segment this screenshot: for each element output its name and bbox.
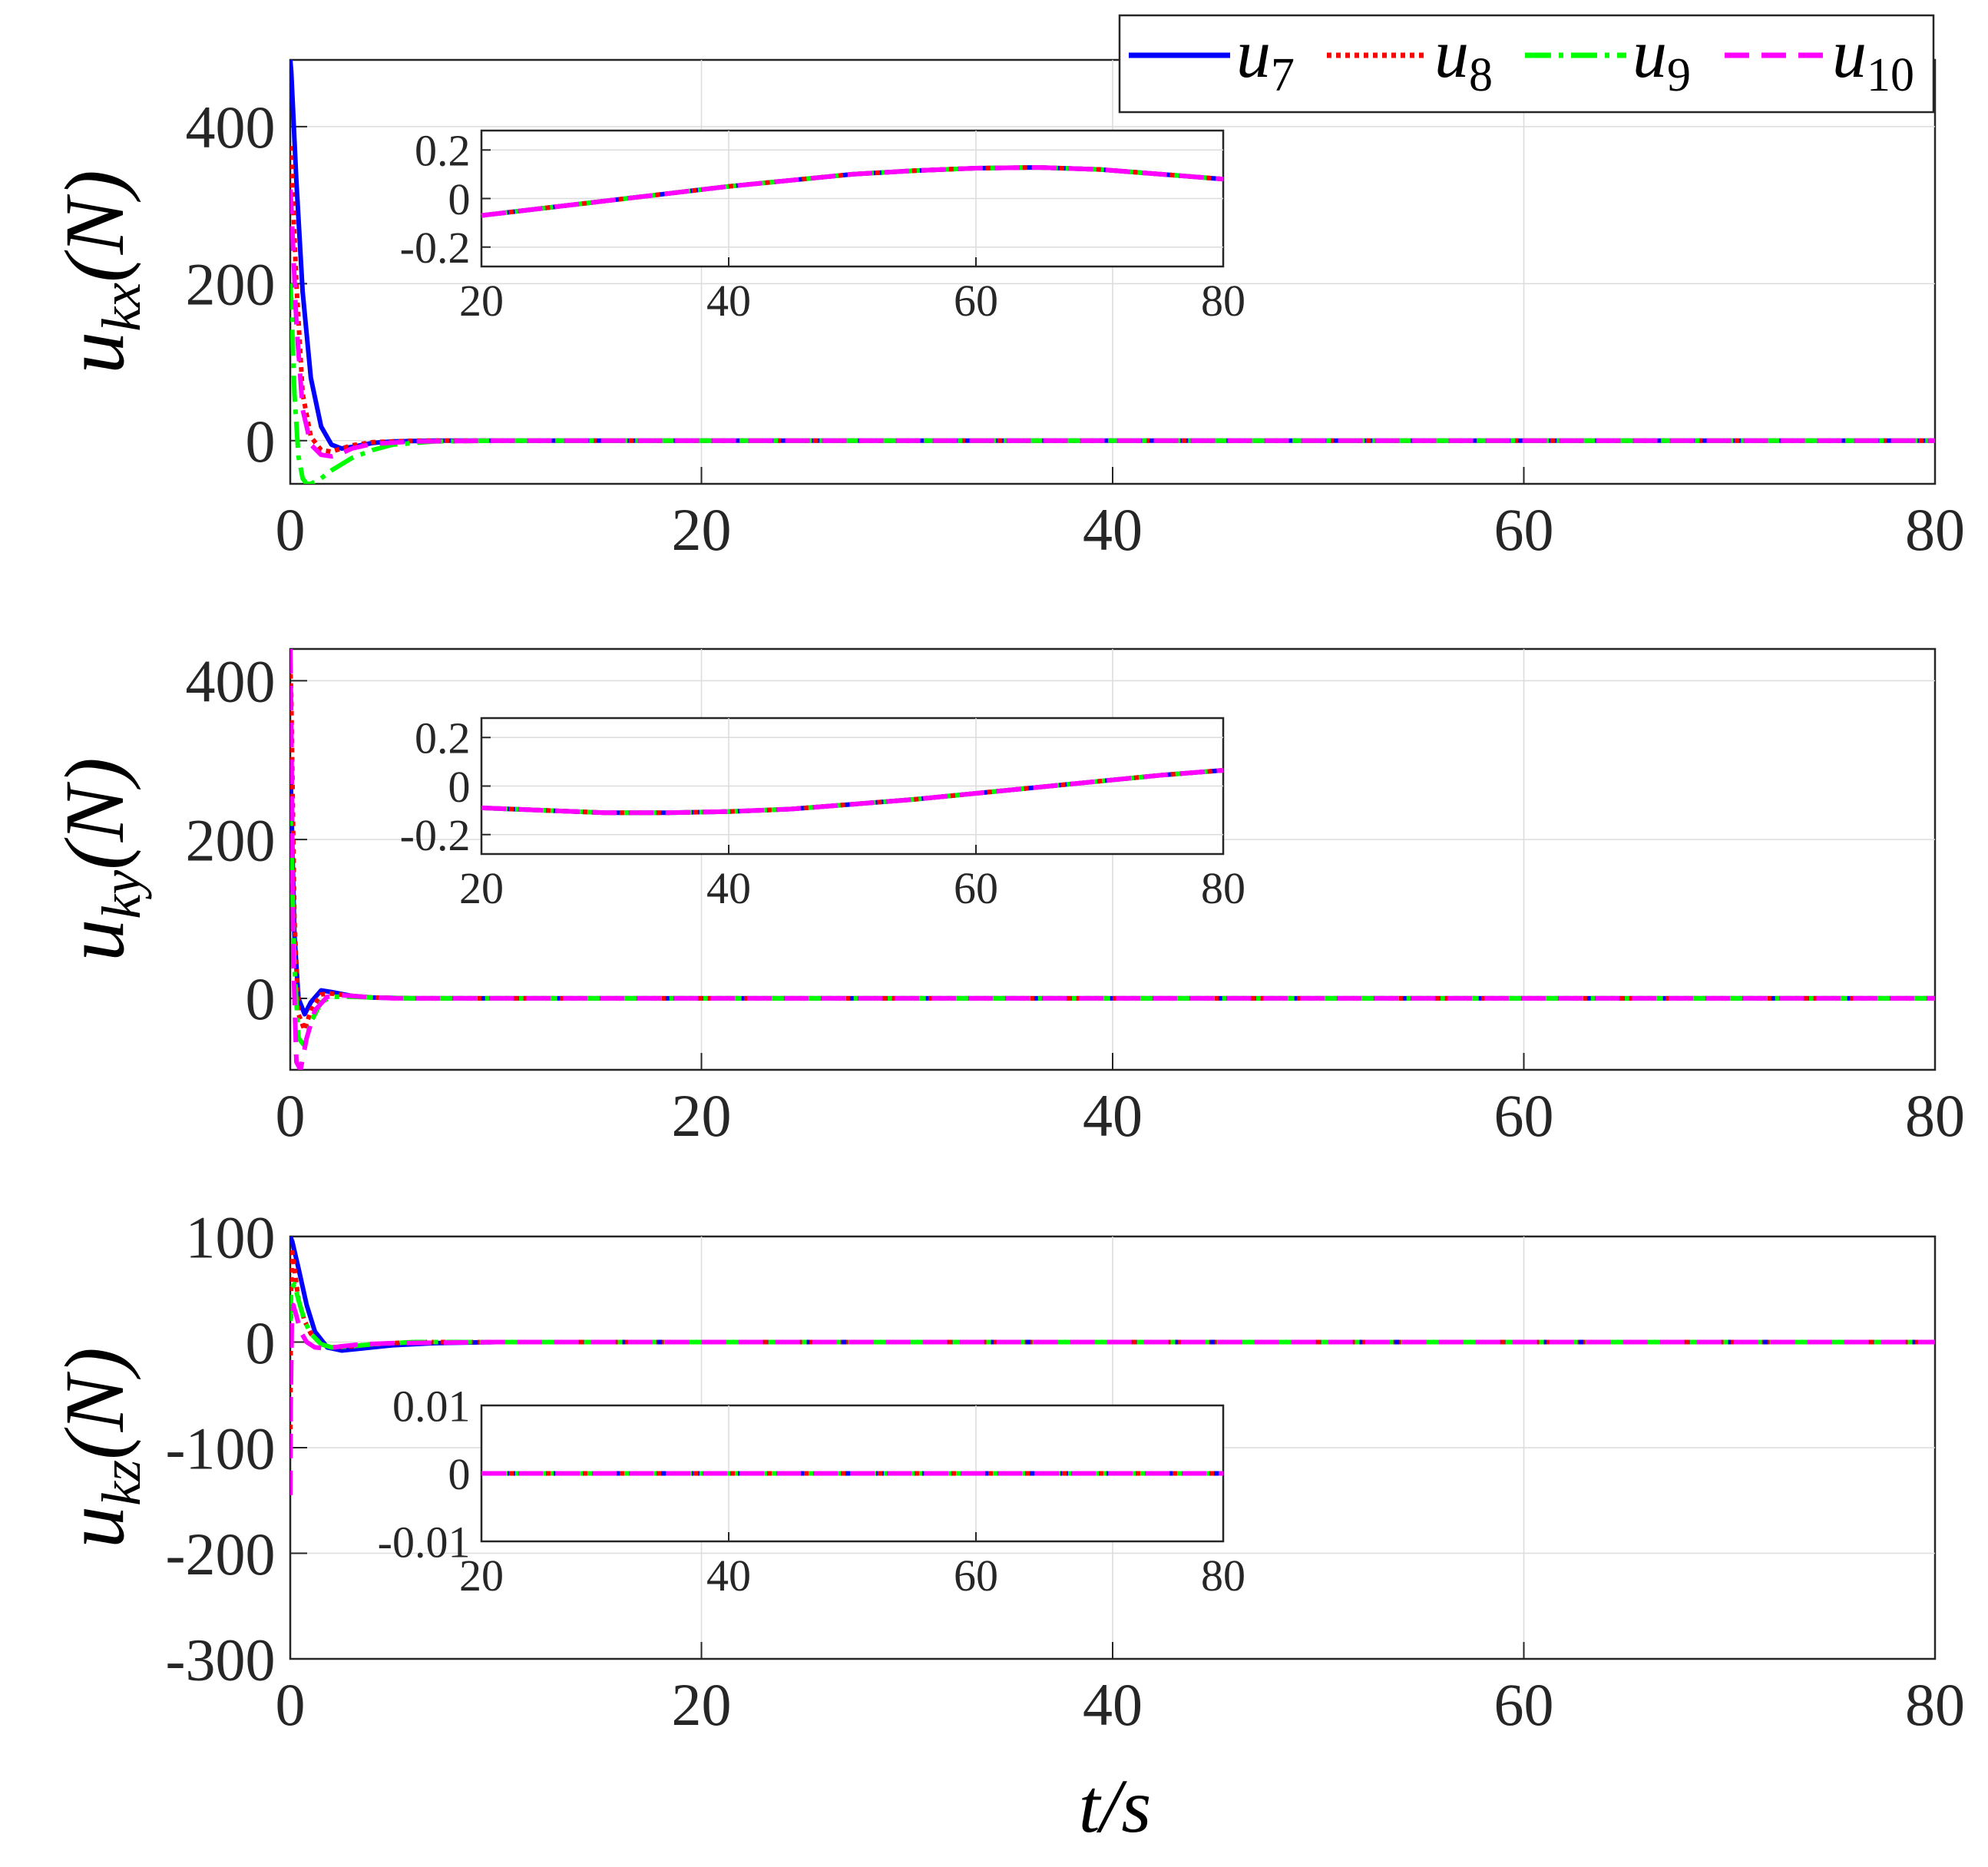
panel-kz-y-tick-label: -300: [166, 1626, 276, 1693]
y-axis-label-sub: ky: [91, 870, 152, 919]
panel-kz: 0 20 40 60 80 100 0 -100 -200 -300 ukz(N) 20 40 60 80 0…: [48, 1203, 1965, 1738]
y-axis-label-sub: kx: [91, 283, 152, 332]
inset-kx-x-tick-label: 20: [459, 276, 504, 326]
y-axis-label: ukz(N): [48, 1347, 152, 1548]
panel-kz-x-tick-label: 60: [1494, 1671, 1554, 1738]
inset-ky-y-tick-label: -0.2: [400, 810, 471, 860]
panel-ky-x-tick-label: 20: [672, 1082, 732, 1149]
legend-label-u9: u9: [1632, 16, 1691, 101]
series-group: [290, 60, 1935, 484]
inset-kz-y-tick-label: 0.01: [392, 1381, 471, 1431]
panel-kx-x-tick-label: 0: [276, 496, 306, 563]
legend-label-u8: u8: [1434, 16, 1493, 101]
panel-ky-x-tick-label: 40: [1083, 1082, 1143, 1149]
inset-kz: 20 40 60 80 0.01 0 -0.01: [378, 1381, 1245, 1601]
inset-series-u10-line: [481, 165, 1224, 218]
inset-kx-y-tick-label: 0.2: [415, 126, 471, 176]
panel-kz-x-tick-label: 80: [1905, 1671, 1965, 1738]
panel-ky-x-tick-label: 80: [1905, 1082, 1965, 1149]
series-u10-line: [290, 649, 1935, 1070]
inset-kx-x-tick-label: 40: [706, 276, 751, 326]
inset-kz-x-tick-label: 60: [954, 1551, 998, 1601]
panel-ky-x-tick-label: 60: [1494, 1082, 1554, 1149]
y-axis-label-unit: (N): [48, 1347, 141, 1460]
legend-label-u7: u7: [1236, 16, 1295, 101]
legend-label-u10: u10: [1832, 16, 1914, 101]
inset-ky-x-tick-label: 80: [1201, 863, 1245, 913]
y-axis-label-base: u: [48, 332, 141, 374]
inset-ky-y-tick-label: 0: [448, 762, 471, 812]
panel-kz-x-tick-label: 20: [672, 1671, 732, 1738]
panel-kx-x-tick-label: 20: [672, 496, 732, 563]
panel-kx-x-tick-label: 60: [1494, 496, 1554, 563]
series-group: [290, 1236, 1935, 1495]
inset-kz-y-tick-label: 0: [448, 1449, 471, 1499]
panel-ky-y-tick-label: 400: [186, 648, 276, 715]
y-axis-label: ukx(N): [48, 170, 152, 374]
inset-kx-y-tick-label: 0: [448, 174, 471, 224]
inset-kz-x-tick-label: 20: [459, 1551, 504, 1601]
inset-kz-x-tick-label: 40: [706, 1551, 751, 1601]
y-axis-label-unit: (N): [48, 757, 141, 870]
inset-kx: 20 40 60 80 0.20-0.2: [400, 126, 1245, 326]
panel-ky-y-tick-label: 200: [186, 806, 276, 873]
panel-kx-y-tick-label: 400: [186, 94, 276, 161]
inset-ky-x-tick-label: 40: [706, 863, 751, 913]
panel-kz-x-tick-label: 40: [1083, 1671, 1143, 1738]
series-group: [290, 649, 1935, 1070]
inset-kz-x-tick-label: 80: [1201, 1551, 1245, 1601]
series-u10-line: [290, 189, 1935, 459]
inset-series-u10-line: [481, 768, 1224, 816]
y-axis-label-base: u: [48, 1506, 141, 1548]
x-axis-label: t/s: [1079, 1763, 1151, 1849]
panel-kz-y-tick-label: 0: [246, 1309, 276, 1376]
y-axis-label-sub: kz: [91, 1460, 152, 1506]
panel-kx-x-tick-label: 40: [1083, 496, 1143, 563]
series-u10-line: [290, 1303, 1935, 1495]
panel-kz-x-tick-label: 0: [276, 1671, 306, 1738]
inset-kz-y-tick-label: -0.01: [378, 1517, 471, 1567]
inset-ky: 20 40 60 80 0.20-0.2: [400, 713, 1245, 913]
y-axis-label: uky(N): [48, 757, 152, 962]
inset-ky-y-tick-label: 0.2: [415, 713, 471, 763]
panel-kx-y-tick-label: 0: [246, 408, 276, 475]
y-axis-label-base: u: [48, 919, 141, 962]
inset-kx-x-tick-label: 60: [954, 276, 998, 326]
panel-kz-y-tick-label: -200: [166, 1521, 276, 1587]
panel-kx-x-tick-label: 80: [1905, 496, 1965, 563]
inset-ky-x-tick-label: 60: [954, 863, 998, 913]
panel-kx-y-tick-label: 200: [186, 251, 276, 318]
inset-kx-x-tick-label: 80: [1201, 276, 1245, 326]
panel-kz-y-tick-label: -100: [166, 1415, 276, 1481]
legend-box: [1118, 14, 1935, 114]
panel-ky-x-tick-label: 0: [276, 1082, 306, 1149]
legend: u7 u8 u9 u10: [1118, 14, 1935, 114]
panel-kz-y-tick-label: 100: [186, 1203, 276, 1270]
panel-ky-y-tick-label: 0: [246, 965, 276, 1032]
y-axis-label-unit: (N): [48, 170, 141, 283]
inset-ky-x-tick-label: 20: [459, 863, 504, 913]
inset-kx-y-tick-label: -0.2: [400, 223, 471, 273]
